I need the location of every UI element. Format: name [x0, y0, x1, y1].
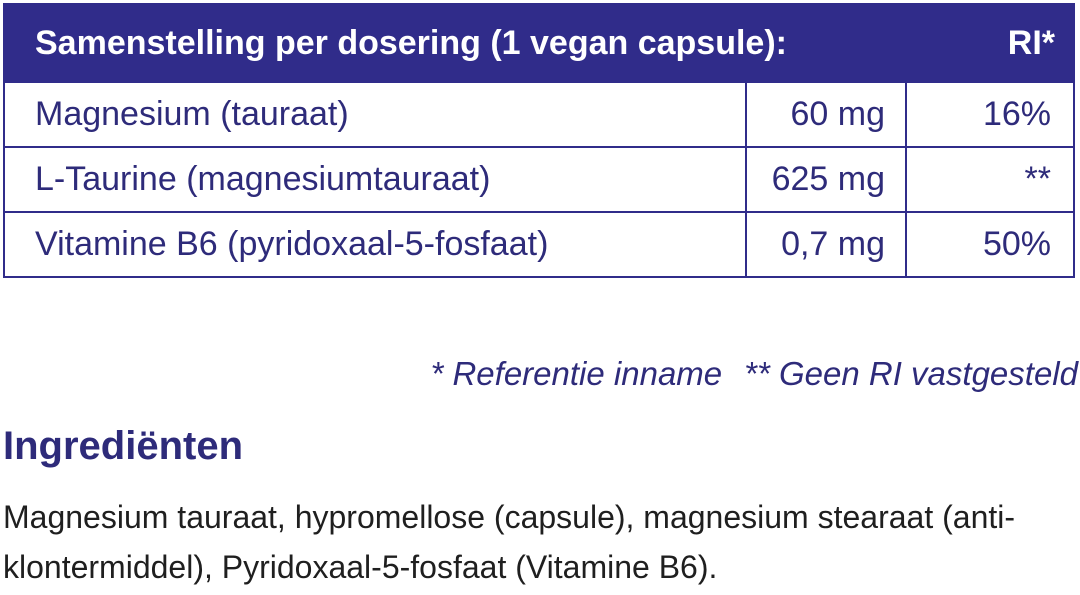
table-row: Magnesium (tauraat) 60 mg 16% — [3, 81, 1076, 148]
table-row: Vitamine B6 (pyridoxaal-5-fosfaat) 0,7 m… — [3, 211, 1076, 278]
table-header-row: Samenstelling per dosering (1 vegan caps… — [2, 3, 1076, 83]
table-header-ri: RI* — [905, 3, 1076, 83]
ingredients-title: Ingrediënten — [3, 424, 244, 468]
composition-table: Samenstelling per dosering (1 vegan caps… — [2, 3, 1076, 278]
footnote-ri: * Referentie inname — [430, 355, 723, 392]
nutrient-amount: 625 mg — [744, 146, 908, 213]
nutrient-ri: ** — [905, 146, 1076, 213]
nutrient-amount: 60 mg — [744, 81, 908, 148]
nutrient-name: L-Taurine (magnesiumtauraat) — [3, 146, 747, 213]
nutrient-ri: 16% — [905, 81, 1076, 148]
table-row: L-Taurine (magnesiumtauraat) 625 mg ** — [3, 146, 1076, 213]
nutrient-name: Magnesium (tauraat) — [3, 81, 747, 148]
footnote: * Referentie inname ** Geen RI vastgestel… — [430, 355, 1078, 393]
table-header-label: Samenstelling per dosering (1 vegan caps… — [2, 3, 908, 83]
footnote-no-ri: ** Geen RI vastgesteld — [744, 355, 1078, 392]
nutrient-amount: 0,7 mg — [744, 211, 908, 278]
nutrient-ri: 50% — [905, 211, 1076, 278]
nutrient-name: Vitamine B6 (pyridoxaal-5-fosfaat) — [3, 211, 747, 278]
ingredients-text: Magnesium tauraat, hypromellose (capsule… — [3, 499, 1016, 585]
